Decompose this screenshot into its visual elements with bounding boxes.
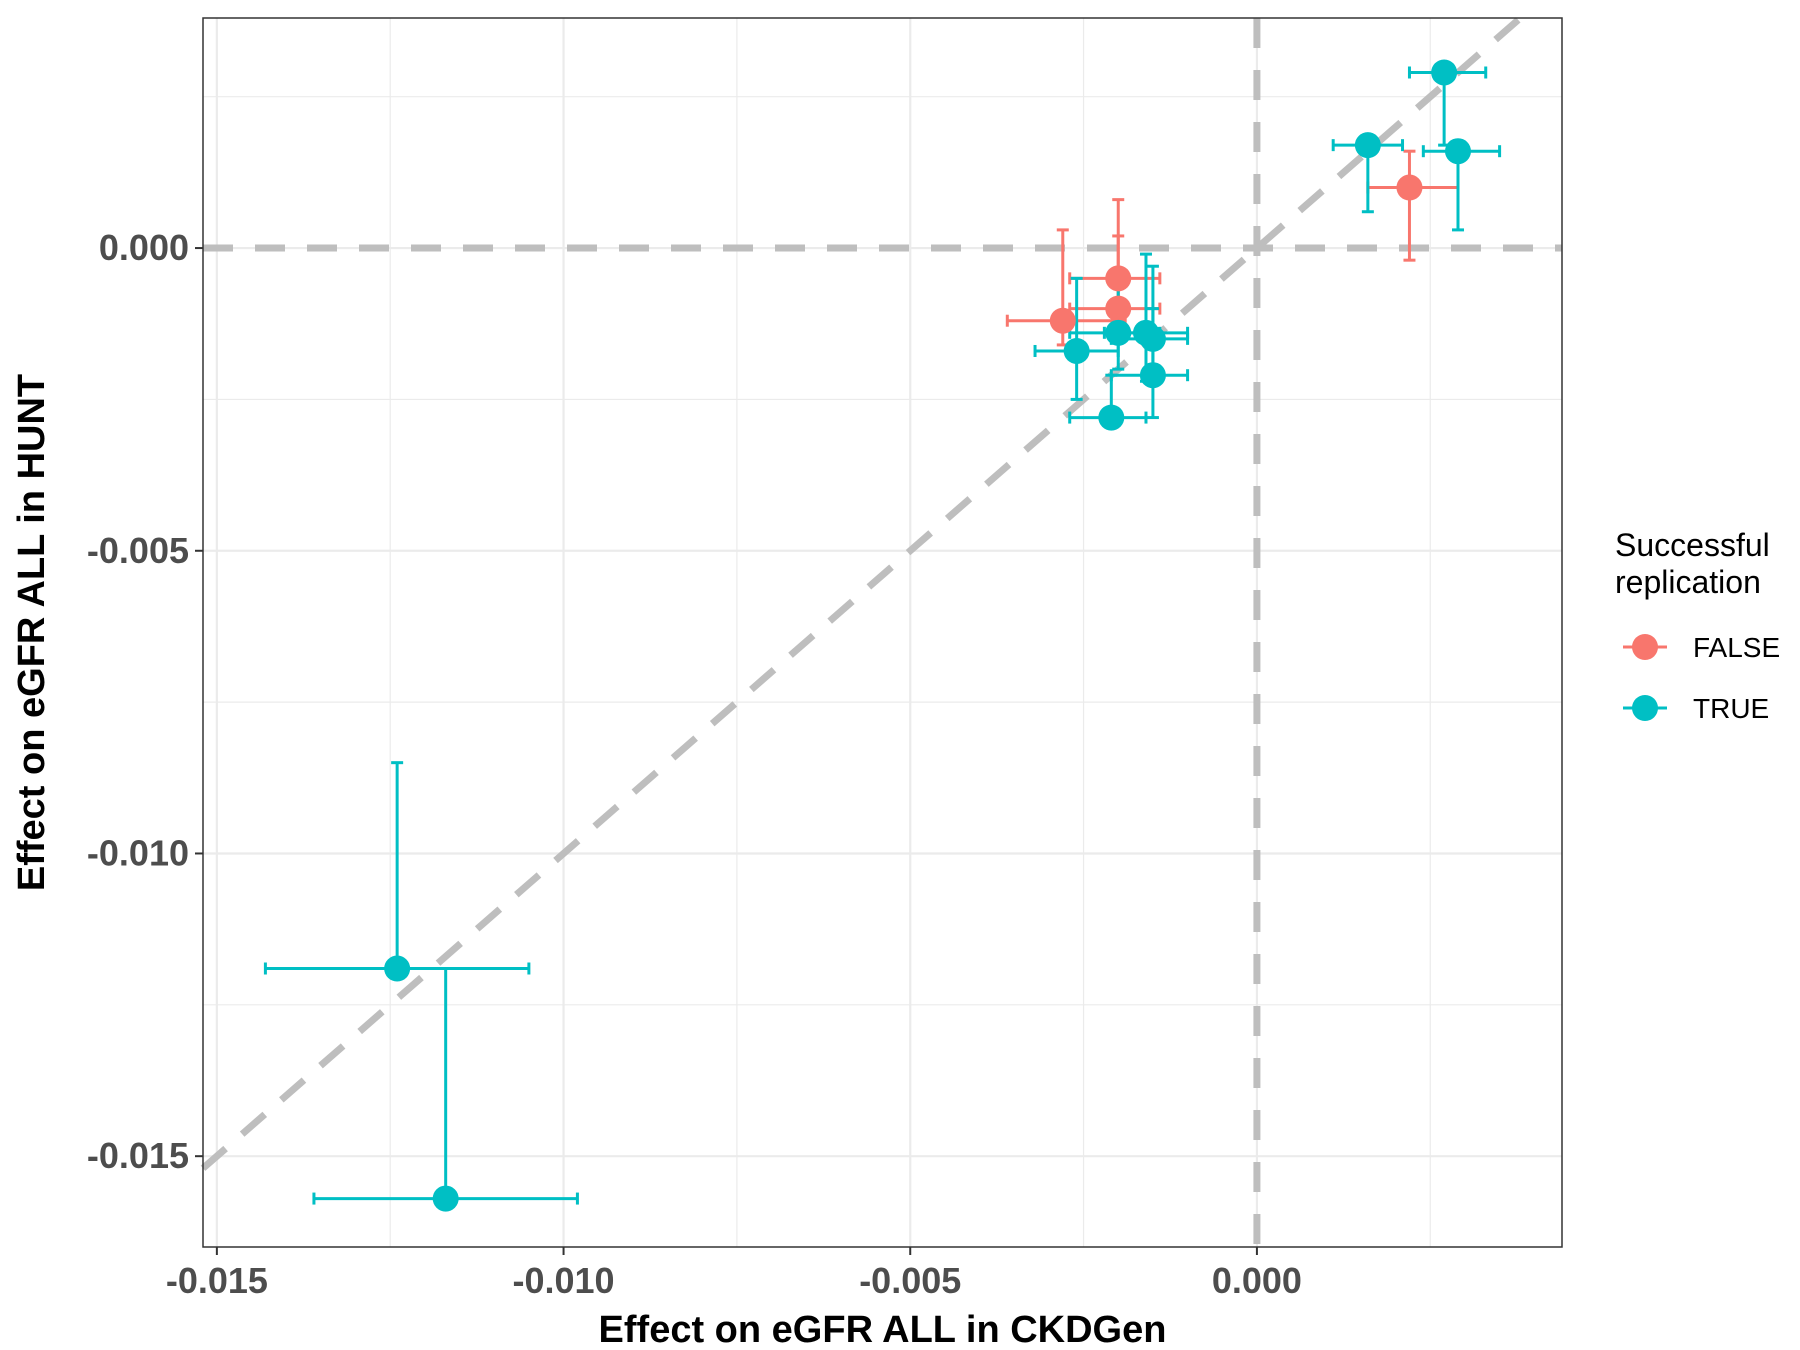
data-point-false — [1396, 174, 1423, 201]
data-point-true — [432, 1185, 459, 1212]
identity-line — [200, 15, 1523, 1171]
data-point-true — [1431, 59, 1458, 86]
x-tick-label: -0.015 — [166, 1260, 268, 1301]
data-point-true — [1098, 404, 1125, 431]
data-point-true — [384, 955, 411, 982]
y-tick-label: -0.005 — [87, 530, 189, 571]
legend-entry-true: TRUE — [1623, 693, 1769, 724]
minor-gridlines — [203, 18, 1562, 1247]
major-gridlines — [203, 18, 1562, 1247]
data-point-true — [1139, 325, 1166, 352]
data-point-false — [1105, 265, 1132, 292]
legend-entry-false: FALSE — [1623, 632, 1780, 663]
x-tick-label: 0.000 — [1212, 1260, 1302, 1301]
x-tick-label: -0.010 — [513, 1260, 615, 1301]
legend-title-line-1: Successful — [1615, 527, 1770, 563]
x-axis-title: Effect on eGFR ALL in CKDGen — [599, 1309, 1167, 1350]
data-points — [384, 59, 1471, 1212]
data-point-true — [1444, 138, 1471, 165]
data-point-true — [1139, 362, 1166, 389]
y-tick-label: -0.010 — [87, 832, 189, 873]
data-point-true — [1105, 319, 1132, 346]
data-point-true — [1063, 337, 1090, 364]
data-point-true — [1354, 132, 1381, 159]
legend-title-line-2: replication — [1615, 564, 1761, 600]
data-point-false — [1105, 295, 1132, 322]
legend-label: FALSE — [1693, 632, 1780, 663]
y-tick-label: 0.000 — [99, 227, 189, 268]
y-axis-title: Effect on eGFR ALL in HUNT — [11, 374, 53, 891]
legend: Successful replication FALSE TRUE — [1615, 527, 1780, 724]
data-point-false — [1049, 307, 1076, 334]
legend-label: TRUE — [1693, 693, 1769, 724]
x-tick-label: -0.005 — [859, 1260, 961, 1301]
y-axis-ticks: -0.015 -0.010 -0.005 0.000 — [87, 227, 203, 1176]
plot-panel-border — [202, 17, 1563, 1248]
x-axis-ticks: -0.015 -0.010 -0.005 0.000 — [166, 1247, 1302, 1301]
legend-key-point — [1632, 695, 1658, 721]
reference-lines — [200, 15, 1562, 1247]
y-tick-label: -0.015 — [87, 1135, 189, 1176]
legend-key-point — [1632, 634, 1658, 660]
legend-entries: FALSE TRUE — [1623, 632, 1780, 724]
